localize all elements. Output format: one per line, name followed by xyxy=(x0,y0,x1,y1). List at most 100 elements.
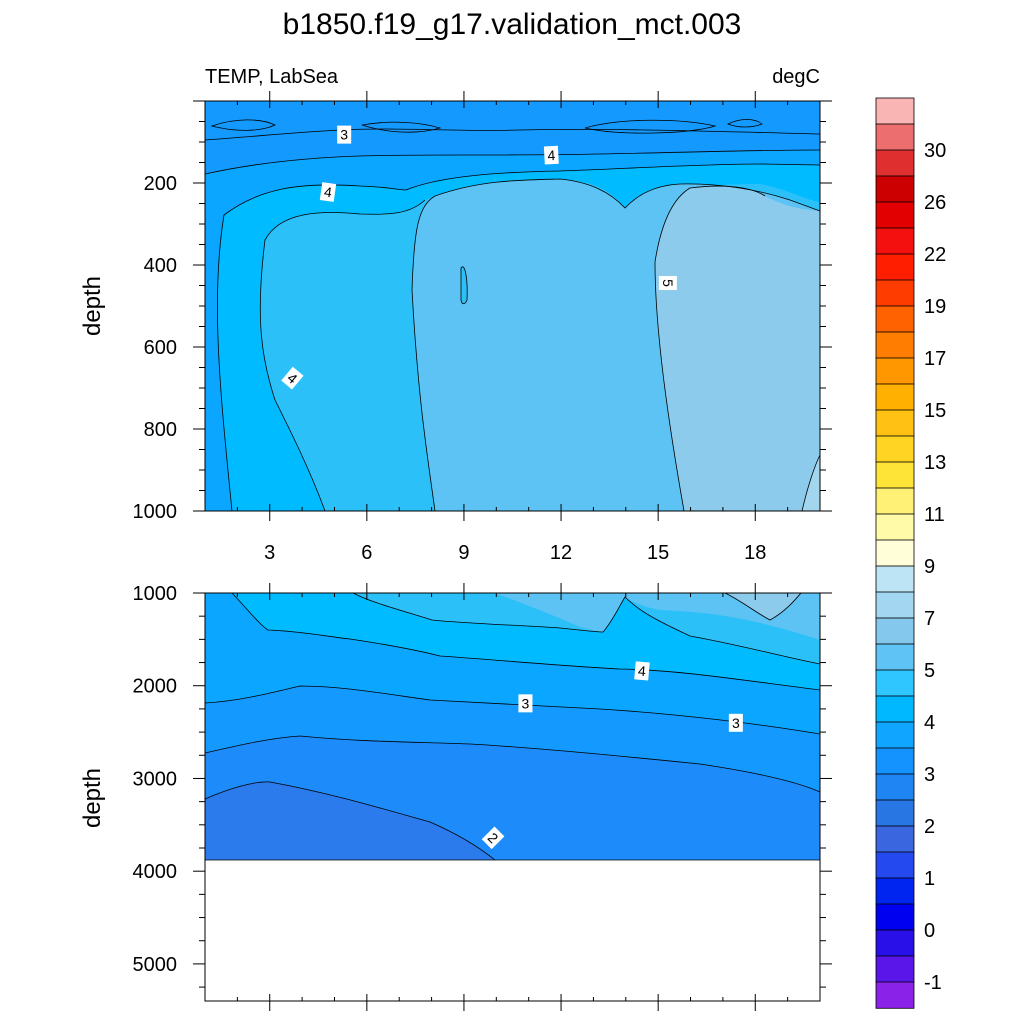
y-tick-label: 600 xyxy=(144,337,177,359)
upper-y-axis-label: depth xyxy=(79,276,106,336)
colorbar-tick-label: 22 xyxy=(924,244,946,266)
upper-fill-level-5 xyxy=(655,186,820,511)
lower-contour-line xyxy=(352,592,821,665)
colorbar-box xyxy=(875,305,915,333)
contour-label: 3 xyxy=(728,713,743,732)
colorbar-tick-label: 13 xyxy=(924,452,946,474)
y-tick-label: 5000 xyxy=(133,954,178,976)
contour-label: 3 xyxy=(337,125,352,144)
contour-label-box xyxy=(728,713,743,732)
colorbar-box xyxy=(875,123,915,151)
upper-surface-cell-4 xyxy=(728,119,762,127)
colorbar-box xyxy=(875,565,915,593)
colorbar-tick-label: 30 xyxy=(924,140,946,162)
colorbar-box xyxy=(875,721,915,749)
colorbar-tick-label: 19 xyxy=(924,296,946,318)
y-tick-label: 2000 xyxy=(133,676,178,698)
colorbar-tick-label: 5 xyxy=(924,660,935,682)
colorbar-box xyxy=(875,201,915,229)
contour-label-box xyxy=(634,661,650,681)
y-tick-label: 1000 xyxy=(133,583,178,605)
colorbar-tick-label: 1 xyxy=(924,868,935,890)
colorbar-box xyxy=(875,253,915,281)
contour-label: 4 xyxy=(319,182,337,202)
contour-label-text: 4 xyxy=(637,663,646,680)
colorbar-box xyxy=(875,409,915,437)
colorbar-tick-label: 0 xyxy=(924,920,935,942)
contour-label: 4 xyxy=(281,366,304,390)
colorbar-tick-label: 17 xyxy=(924,348,946,370)
colorbar-box xyxy=(875,773,915,801)
upper-contour-line xyxy=(210,119,276,131)
lower-contour-line xyxy=(204,685,821,735)
colorbar-tick-label: 15 xyxy=(924,400,946,422)
contour-label-text: 4 xyxy=(323,184,333,201)
colorbar-box xyxy=(875,435,915,463)
contour-label-box xyxy=(281,366,304,390)
colorbar-box xyxy=(875,279,915,307)
contour-label-text: 3 xyxy=(732,715,740,731)
colorbar-box xyxy=(875,695,915,723)
x-tick-label: 15 xyxy=(647,542,669,564)
y-tick-label: 200 xyxy=(144,173,177,195)
upper-fill-level-5-5 xyxy=(802,455,820,511)
colorbar-box xyxy=(875,97,915,125)
lower-y-axis-label: depth xyxy=(79,768,106,828)
lower-fill-level-4-5 xyxy=(495,593,820,640)
upper-contour-line xyxy=(204,149,821,175)
upper-contour-line xyxy=(584,119,717,134)
colorbar-tick-label: 4 xyxy=(924,712,935,734)
upper-surface-cell-1 xyxy=(212,119,275,131)
colorbar-box xyxy=(875,955,915,983)
upper-contour-line xyxy=(727,119,763,128)
lower-contour-line xyxy=(231,592,821,691)
upper-contour-line xyxy=(801,454,821,512)
upper-contour-line xyxy=(204,128,821,141)
upper-fresh-cell xyxy=(461,266,468,304)
lower-panel: 4 3 3 2 1000 2000 3000 4000 5000 xyxy=(133,583,832,1011)
colorbar-box xyxy=(875,331,915,359)
colorbar-box xyxy=(875,929,915,957)
x-tick-label: 9 xyxy=(458,542,469,564)
colorbar-box xyxy=(875,643,915,671)
upper-contour-line xyxy=(361,121,442,133)
contour-label-text: 5 xyxy=(660,279,676,287)
contour-label: 5 xyxy=(658,276,677,291)
colorbar-tick-label: 11 xyxy=(924,504,945,526)
colorbar-box xyxy=(875,513,915,541)
colorbar-box xyxy=(875,461,915,489)
panel-left-label: TEMP, LabSea xyxy=(205,66,339,88)
colorbar-box xyxy=(875,669,915,697)
x-tick-label: 3 xyxy=(264,542,275,564)
colorbar-tick-label: 7 xyxy=(924,608,935,630)
contour-label-box xyxy=(543,145,559,165)
colorbar-box xyxy=(875,877,915,905)
upper-contour-line xyxy=(411,178,821,512)
colorbar-tick-label: 26 xyxy=(924,192,946,214)
x-tick-label: 6 xyxy=(361,542,372,564)
lower-contour-line xyxy=(204,735,821,793)
upper-contour-line xyxy=(460,266,468,305)
y-tick-label: 400 xyxy=(144,255,177,277)
y-tick-label: 1000 xyxy=(133,501,178,523)
contour-label: 4 xyxy=(634,661,650,681)
colorbar-tick-label: 2 xyxy=(924,816,935,838)
colorbar-box xyxy=(875,903,915,931)
lower-plot-frame xyxy=(204,592,821,1002)
colorbar-box xyxy=(875,357,915,385)
contour-label-box xyxy=(518,694,533,713)
upper-contour-line xyxy=(259,199,426,512)
colorbar-box xyxy=(875,981,915,1009)
lower-fill-level-5 xyxy=(725,593,801,620)
y-tick-label: 3000 xyxy=(133,768,178,790)
x-tick-label: 12 xyxy=(550,542,572,564)
lower-contour-line xyxy=(724,592,802,621)
colorbar-tick-label: 3 xyxy=(924,764,935,786)
contour-label: 4 xyxy=(543,145,559,165)
colorbar-box xyxy=(875,591,915,619)
colorbar-box xyxy=(875,747,915,775)
colorbar-box xyxy=(875,617,915,645)
colorbar-box xyxy=(875,487,915,515)
